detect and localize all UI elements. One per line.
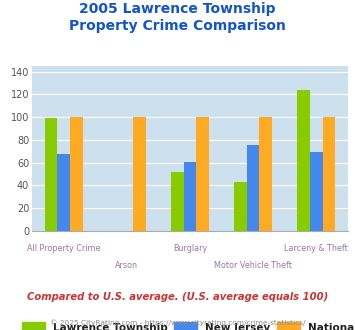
Text: 2005 Lawrence Township
Property Crime Comparison: 2005 Lawrence Township Property Crime Co…	[69, 2, 286, 33]
Bar	[260, 117, 272, 231]
Bar	[70, 117, 82, 231]
Bar	[247, 145, 260, 231]
Bar	[234, 182, 247, 231]
Legend: Lawrence Township, New Jersey, National: Lawrence Township, New Jersey, National	[22, 322, 355, 330]
Bar	[310, 152, 323, 231]
Text: Arson: Arson	[115, 261, 138, 270]
Bar	[196, 117, 209, 231]
Text: Motor Vehicle Theft: Motor Vehicle Theft	[214, 261, 292, 270]
Text: Compared to U.S. average. (U.S. average equals 100): Compared to U.S. average. (U.S. average …	[27, 292, 328, 302]
Bar	[57, 154, 70, 231]
Bar	[297, 90, 310, 231]
Text: Larceny & Theft: Larceny & Theft	[284, 244, 348, 253]
Text: Burglary: Burglary	[173, 244, 207, 253]
Bar	[323, 117, 335, 231]
Text: © 2025 CityRating.com - https://www.cityrating.com/crime-statistics/: © 2025 CityRating.com - https://www.city…	[50, 319, 305, 326]
Bar	[133, 117, 146, 231]
Bar	[171, 172, 184, 231]
Bar	[45, 118, 57, 231]
Text: All Property Crime: All Property Crime	[27, 244, 100, 253]
Bar	[184, 162, 196, 231]
